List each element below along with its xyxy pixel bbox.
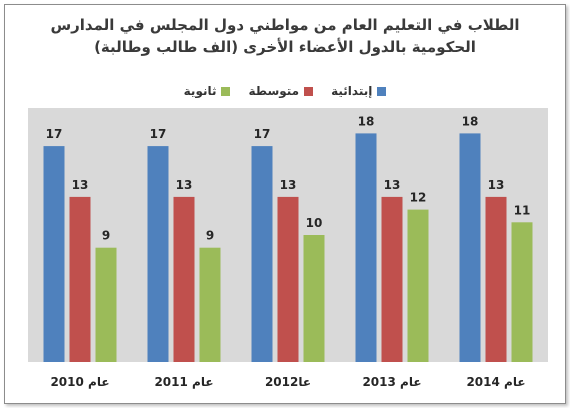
- bar-intermediate-2: [277, 196, 299, 362]
- bar-primary-0: [43, 146, 65, 362]
- data-label: 10: [306, 216, 323, 230]
- data-label: 13: [488, 178, 505, 192]
- bar-intermediate-1: [173, 196, 195, 362]
- chart-title: الطلاب في التعليم العام من مواطني دول ال…: [0, 14, 570, 58]
- bar-secondary-3: [407, 209, 429, 362]
- bar-primary-1: [147, 146, 169, 362]
- x-tick-label: عام 2011: [154, 375, 213, 390]
- legend-item-primary: إبتدائية: [331, 84, 387, 98]
- legend-swatch-intermediate: [304, 86, 314, 96]
- x-tick-label: عا2012: [265, 375, 311, 389]
- legend-item-intermediate: متوسطة: [248, 84, 314, 98]
- data-label: 13: [280, 178, 297, 192]
- bar-intermediate-4: [485, 196, 507, 362]
- data-label: 13: [384, 178, 401, 192]
- chart-legend: إبتدائية متوسطة ثانوية: [0, 84, 570, 98]
- bar-secondary-1: [199, 247, 221, 362]
- legend-item-secondary: ثانوية: [184, 84, 231, 98]
- legend-label-secondary: ثانوية: [183, 84, 217, 98]
- bar-secondary-0: [95, 247, 117, 362]
- legend-label-intermediate: متوسطة: [248, 84, 300, 98]
- data-label: 17: [254, 127, 271, 141]
- bar-intermediate-0: [69, 196, 91, 362]
- data-label: 18: [358, 114, 375, 128]
- data-label: 12: [410, 191, 427, 205]
- data-label: 13: [176, 178, 193, 192]
- legend-label-primary: إبتدائية: [331, 84, 373, 98]
- x-tick-label: عام 2010: [50, 375, 109, 390]
- bar-primary-2: [251, 146, 273, 362]
- data-label: 17: [46, 127, 63, 141]
- chart-title-line-2: الحكومية بالدول الأعضاء الأخرى (الف طالب…: [94, 38, 476, 56]
- data-label: 9: [206, 229, 214, 243]
- x-tick-label: عام 2013: [362, 375, 421, 390]
- x-tick-label: عام 2014: [466, 375, 525, 390]
- bar-primary-3: [355, 133, 377, 362]
- data-label: 17: [150, 127, 167, 141]
- data-label: 9: [102, 229, 110, 243]
- data-label: 11: [514, 203, 531, 217]
- bar-secondary-4: [511, 222, 533, 362]
- bar-intermediate-3: [381, 196, 403, 362]
- data-label: 18: [462, 114, 479, 128]
- bar-primary-4: [459, 133, 481, 362]
- data-label: 13: [72, 178, 89, 192]
- bar-secondary-2: [303, 235, 325, 362]
- legend-swatch-primary: [377, 86, 387, 96]
- chart-title-line-1: الطلاب في التعليم العام من مواطني دول ال…: [50, 16, 520, 34]
- legend-swatch-secondary: [221, 86, 231, 96]
